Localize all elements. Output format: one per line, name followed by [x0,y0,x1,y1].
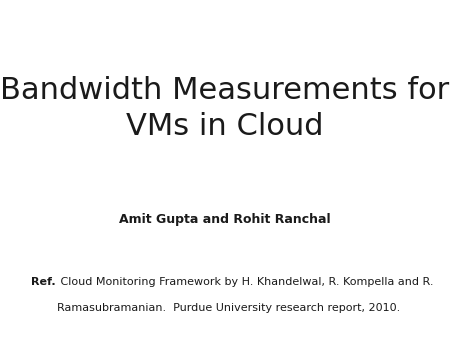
Text: Bandwidth Measurements for
VMs in Cloud: Bandwidth Measurements for VMs in Cloud [0,76,450,141]
Text: Amit Gupta and Rohit Ranchal: Amit Gupta and Rohit Ranchal [119,213,331,226]
Text: Ramasubramanian.  Purdue University research report, 2010.: Ramasubramanian. Purdue University resea… [57,303,400,313]
Text: Ref.: Ref. [32,277,56,287]
Text: Cloud Monitoring Framework by H. Khandelwal, R. Kompella and R.: Cloud Monitoring Framework by H. Khandel… [57,277,433,287]
